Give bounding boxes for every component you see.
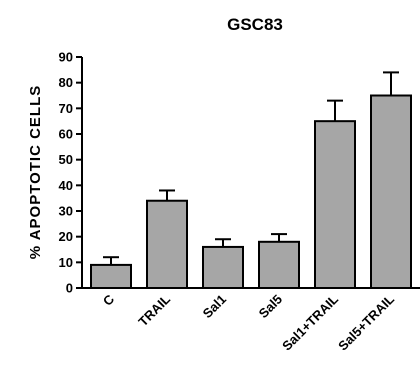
bar: [314, 120, 356, 289]
y-tick-label: 20: [59, 229, 73, 244]
bars: [90, 94, 412, 290]
chart-title: GSC83: [227, 15, 283, 34]
bar: [370, 94, 412, 289]
error-bar: [159, 189, 175, 201]
y-tick-label: 0: [66, 281, 73, 296]
bar: [258, 240, 300, 290]
bar: [146, 199, 188, 290]
y-tick-label: 90: [59, 50, 73, 65]
y-tick-label: 10: [59, 255, 73, 270]
bar: [202, 245, 244, 289]
x-tick-label: Sal1+TRAIL: [279, 291, 341, 353]
error-bars: [103, 71, 399, 265]
y-tick-label: 80: [59, 75, 73, 90]
x-tick-label: TRAIL: [135, 291, 173, 329]
error-bar: [383, 71, 399, 96]
y-tick-label: 30: [59, 204, 73, 219]
y-tick-label: 60: [59, 127, 73, 142]
y-tick-label: 50: [59, 152, 73, 167]
error-bar: [215, 238, 231, 247]
y-tick-label: 40: [59, 178, 73, 193]
error-bar: [103, 256, 119, 265]
x-tick-label: Sal5+TRAIL: [335, 291, 397, 353]
error-bar: [327, 99, 343, 122]
y-axis-label: % APOPTOTIC CELLS: [27, 85, 44, 260]
x-tick-label: Sal1: [200, 292, 230, 322]
y-ticks: 0 10 20 30 40 50 60 70 80 90: [59, 50, 82, 296]
bar: [90, 263, 132, 289]
error-bar: [271, 233, 287, 242]
x-tick-label: C: [100, 291, 118, 309]
y-tick-label: 70: [59, 101, 73, 116]
x-tick-label: Sal5: [256, 292, 286, 322]
